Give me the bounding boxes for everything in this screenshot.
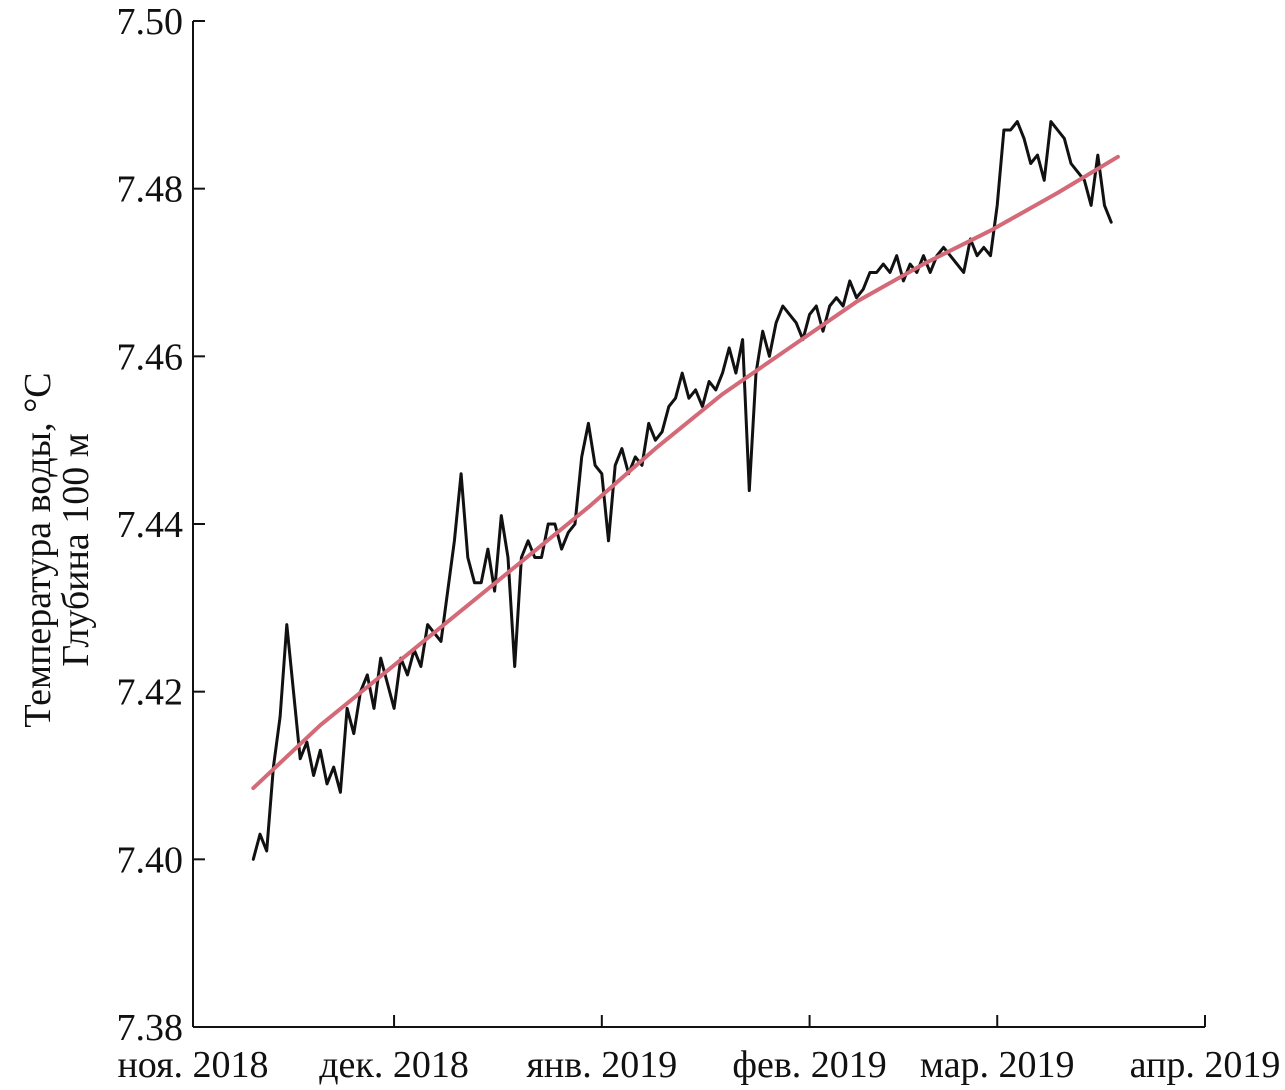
y-ticks: 7.38 7.40 7.42 7.44 7.46 7.48 7.50: [117, 1, 205, 1049]
y-tick-label: 7.40: [117, 839, 184, 881]
x-tick-label: фев. 2019: [732, 1044, 886, 1086]
y-tick-label: 7.44: [117, 504, 184, 546]
y-tick-label: 7.48: [117, 169, 184, 211]
trend-line: [251, 154, 1120, 791]
x-tick-label: мар. 2019: [920, 1044, 1075, 1086]
series-layer: [251, 120, 1120, 861]
x-tick-label: дек. 2018: [319, 1044, 469, 1086]
y-axis-title-line2: Глубина 100 м: [55, 433, 97, 667]
y-tick-label: 7.50: [117, 1, 184, 43]
x-tick-label: апр. 2019: [1130, 1044, 1281, 1086]
x-tick-label: янв. 2019: [526, 1044, 677, 1086]
measurement-line: [251, 120, 1113, 861]
axes: [192, 21, 1205, 1028]
y-axis-title-line1: Температура воды, °C: [17, 372, 59, 727]
x-ticks: ноя. 2018 дек. 2018 янв. 2019 фев. 2019 мар.…: [117, 1015, 1280, 1086]
y-tick-label: 7.42: [117, 672, 184, 714]
x-tick-label: ноя. 2018: [117, 1044, 268, 1086]
y-tick-label: 7.38: [117, 1007, 184, 1049]
y-axis-title: Температура воды, °C Глубина 100 м: [17, 372, 97, 727]
y-tick-label: 7.46: [117, 336, 184, 378]
